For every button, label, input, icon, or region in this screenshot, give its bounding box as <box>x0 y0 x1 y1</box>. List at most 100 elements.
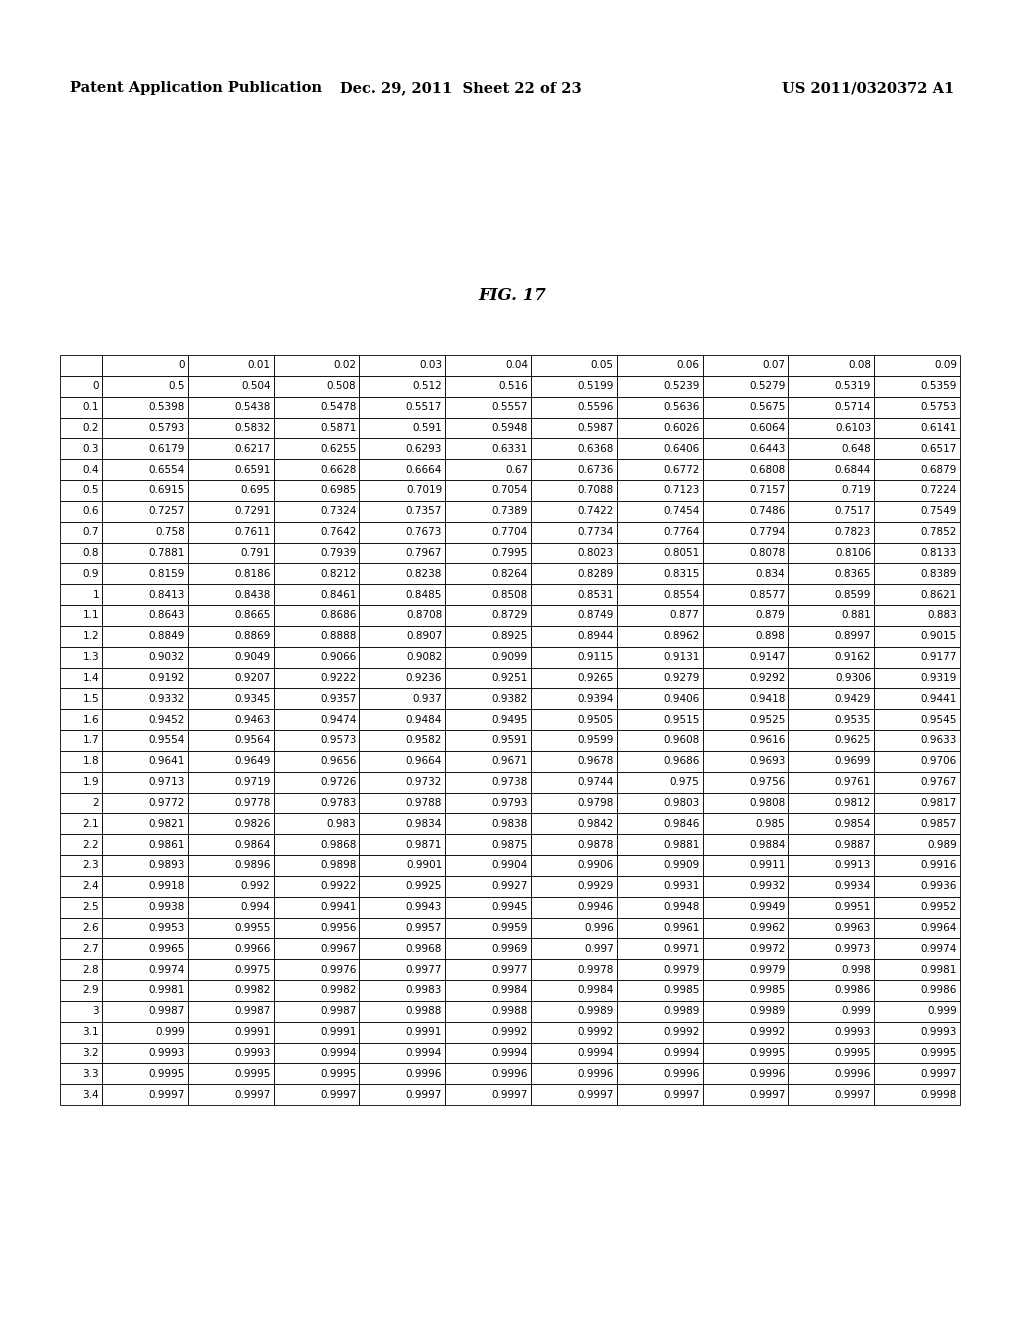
Bar <box>874 813 959 834</box>
Bar <box>102 772 187 792</box>
Text: 0.985: 0.985 <box>756 818 785 829</box>
Text: 0.8186: 0.8186 <box>234 569 270 578</box>
Text: 0.8238: 0.8238 <box>406 569 442 578</box>
Text: 0.8599: 0.8599 <box>835 590 871 599</box>
Text: 0.9884: 0.9884 <box>749 840 785 850</box>
Bar <box>60 355 102 376</box>
Bar <box>273 438 359 459</box>
Bar <box>273 960 359 979</box>
Bar <box>445 709 531 730</box>
Bar <box>702 647 788 668</box>
Bar <box>616 1043 702 1064</box>
Text: 0.9955: 0.9955 <box>234 923 270 933</box>
Bar <box>187 543 273 564</box>
Text: 0.8531: 0.8531 <box>578 590 613 599</box>
Bar <box>102 709 187 730</box>
Bar <box>616 1084 702 1105</box>
Bar <box>60 1043 102 1064</box>
Bar <box>273 834 359 855</box>
Bar <box>874 543 959 564</box>
Bar <box>702 917 788 939</box>
Text: 0.9997: 0.9997 <box>406 1089 442 1100</box>
Bar <box>359 855 445 876</box>
Text: 1.6: 1.6 <box>82 714 99 725</box>
Bar <box>187 459 273 480</box>
Text: 0.7642: 0.7642 <box>321 527 356 537</box>
Bar <box>60 960 102 979</box>
Bar <box>616 751 702 772</box>
Text: 0.9991: 0.9991 <box>321 1027 356 1038</box>
Bar <box>445 626 531 647</box>
Text: 0.03: 0.03 <box>419 360 442 371</box>
Text: 0.9066: 0.9066 <box>321 652 356 663</box>
Text: 0.9938: 0.9938 <box>148 902 184 912</box>
Text: 0.8925: 0.8925 <box>492 631 528 642</box>
Text: 0.9977: 0.9977 <box>406 965 442 974</box>
Bar <box>788 834 874 855</box>
Bar <box>616 855 702 876</box>
Text: 0.9994: 0.9994 <box>406 1048 442 1057</box>
Text: 0.9909: 0.9909 <box>664 861 699 870</box>
Bar <box>60 605 102 626</box>
Bar <box>187 979 273 1001</box>
Text: 0.8023: 0.8023 <box>578 548 613 558</box>
Text: 3.3: 3.3 <box>82 1069 99 1078</box>
Bar <box>702 730 788 751</box>
Bar <box>702 480 788 500</box>
Text: 0.9452: 0.9452 <box>148 714 184 725</box>
Text: 0.9699: 0.9699 <box>835 756 871 766</box>
Bar <box>273 1001 359 1022</box>
Text: 0.9981: 0.9981 <box>148 986 184 995</box>
Bar <box>445 1001 531 1022</box>
Bar <box>273 1084 359 1105</box>
Text: 0.9957: 0.9957 <box>406 923 442 933</box>
Bar <box>187 1064 273 1084</box>
Bar <box>102 688 187 709</box>
Text: 0.8907: 0.8907 <box>406 631 442 642</box>
Text: 0.9418: 0.9418 <box>749 694 785 704</box>
Bar <box>359 1001 445 1022</box>
Text: 0.9441: 0.9441 <box>921 694 957 704</box>
Bar <box>273 896 359 917</box>
Text: 0.8621: 0.8621 <box>921 590 957 599</box>
Bar <box>445 521 531 543</box>
Bar <box>60 1022 102 1043</box>
Text: 0.9898: 0.9898 <box>321 861 356 870</box>
Bar <box>702 521 788 543</box>
Text: 0.9974: 0.9974 <box>921 944 957 954</box>
Bar <box>102 1064 187 1084</box>
Bar <box>874 376 959 397</box>
Text: 0.5199: 0.5199 <box>578 381 613 391</box>
Text: 0.9996: 0.9996 <box>664 1069 699 1078</box>
Bar <box>531 896 616 917</box>
Text: 0.9943: 0.9943 <box>406 902 442 912</box>
Text: 0.5948: 0.5948 <box>492 422 528 433</box>
Text: 0.8997: 0.8997 <box>835 631 871 642</box>
Text: 0.9988: 0.9988 <box>406 1006 442 1016</box>
Bar <box>60 730 102 751</box>
Text: 0.6736: 0.6736 <box>578 465 613 475</box>
Bar <box>445 355 531 376</box>
Bar <box>702 417 788 438</box>
Bar <box>616 1001 702 1022</box>
Bar <box>788 772 874 792</box>
Text: Patent Application Publication: Patent Application Publication <box>70 81 322 95</box>
Text: 0.9251: 0.9251 <box>492 673 528 682</box>
Bar <box>788 564 874 585</box>
Text: 0.9222: 0.9222 <box>321 673 356 682</box>
Text: 2.5: 2.5 <box>82 902 99 912</box>
Bar <box>874 564 959 585</box>
Text: 0.695: 0.695 <box>241 486 270 495</box>
Text: 0.9959: 0.9959 <box>492 923 528 933</box>
Text: 0.9783: 0.9783 <box>321 797 356 808</box>
Text: 0.983: 0.983 <box>327 818 356 829</box>
Text: 0.9972: 0.9972 <box>749 944 785 954</box>
Bar <box>187 1043 273 1064</box>
Text: 0.9997: 0.9997 <box>749 1089 785 1100</box>
Bar <box>445 647 531 668</box>
Bar <box>616 979 702 1001</box>
Text: 0.881: 0.881 <box>842 610 871 620</box>
Text: 0.9082: 0.9082 <box>406 652 442 663</box>
Bar <box>616 917 702 939</box>
Text: 0.9967: 0.9967 <box>321 944 356 954</box>
